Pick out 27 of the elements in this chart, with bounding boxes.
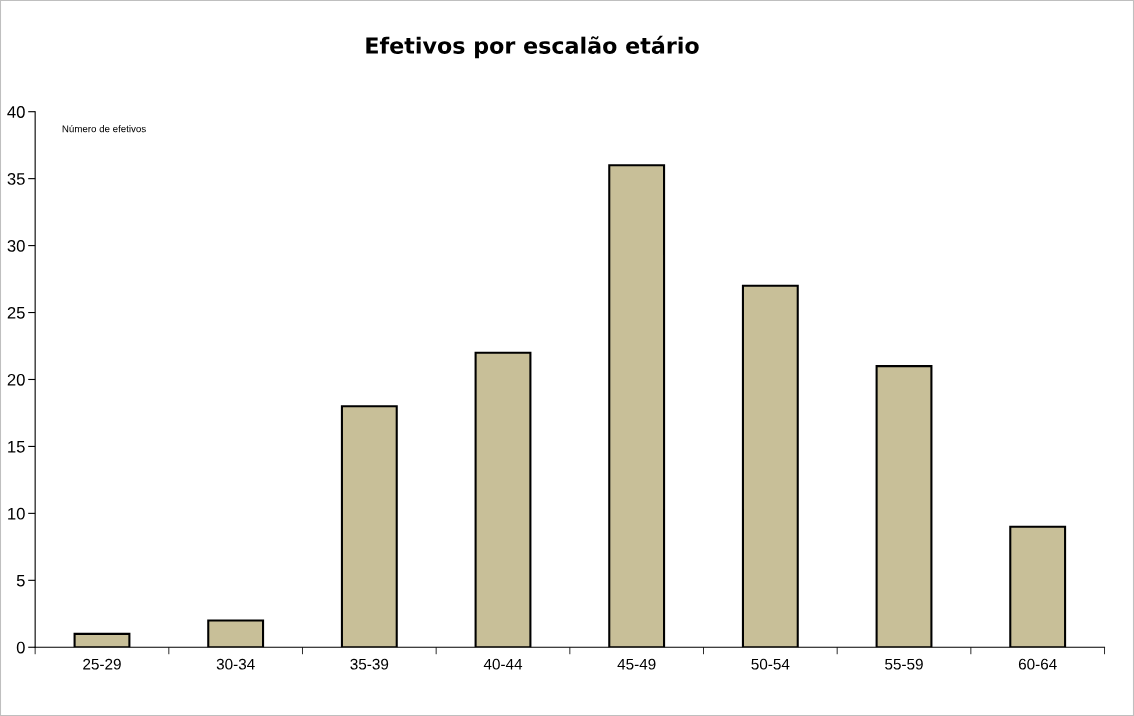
y-tick-label: 20 xyxy=(7,373,25,386)
y-tick-label: 10 xyxy=(8,507,25,520)
x-tick-label: 55-59 xyxy=(885,658,923,670)
bar xyxy=(1009,525,1067,648)
x-tick-label: 60-64 xyxy=(1018,658,1057,670)
x-tick-label: 50-54 xyxy=(751,658,790,670)
x-tick-label: 35-39 xyxy=(350,658,389,670)
y-tick-label: 15 xyxy=(8,441,25,453)
bar xyxy=(741,284,799,648)
bar xyxy=(73,632,131,648)
y-tick-label: 35 xyxy=(7,173,25,185)
bar xyxy=(207,619,265,648)
x-tick-label: 25-29 xyxy=(83,658,121,670)
bar xyxy=(608,164,666,648)
chart-title: Efetivos por escalão etário xyxy=(366,35,699,59)
bar xyxy=(875,365,933,648)
x-tick-label: 30-34 xyxy=(216,658,255,670)
y-tick-label: 25 xyxy=(7,306,25,319)
bar xyxy=(340,405,398,648)
y-tick-label: 40 xyxy=(7,106,25,118)
x-tick-label: 45-49 xyxy=(617,658,656,670)
bar xyxy=(474,351,532,648)
y-tick-label: 30 xyxy=(7,239,25,252)
y-axis-title: Número de efetivos xyxy=(62,124,146,133)
y-tick-label: 5 xyxy=(16,574,25,587)
y-tick-label: 0 xyxy=(16,641,25,654)
x-tick-label: 40-44 xyxy=(483,658,523,670)
